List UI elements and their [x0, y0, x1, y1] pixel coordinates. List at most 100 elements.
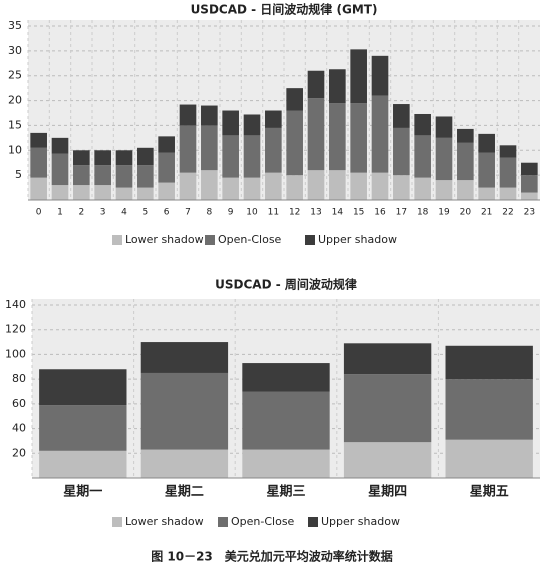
legend-swatch: [112, 235, 122, 245]
bar-segment: [414, 113, 431, 136]
chart-title: USDCAD - 日间波动规律 (GMT): [191, 2, 378, 17]
bar-segment: [94, 165, 111, 186]
bar-segment: [179, 104, 197, 126]
bar-segment: [329, 103, 346, 171]
legend-swatch: [305, 235, 315, 245]
bar-segment: [521, 162, 538, 176]
bar-segment: [286, 88, 303, 111]
bar-segment: [307, 70, 325, 99]
y-tick-label: 100: [5, 347, 26, 360]
bar-segment: [350, 103, 367, 173]
x-tick-label: 22: [502, 208, 513, 218]
bar-segment: [201, 125, 218, 171]
legend-label: Lower shadow: [125, 233, 204, 246]
bar-segment: [343, 374, 432, 443]
bar-segment: [73, 165, 90, 186]
x-tick-label: 1: [57, 208, 63, 218]
y-tick-label: 35: [8, 19, 22, 32]
bar-segment: [243, 177, 261, 200]
bar-segment: [499, 145, 517, 158]
x-tick-label: 17: [396, 208, 407, 218]
x-tick-label: 11: [268, 208, 279, 218]
bar-segment: [222, 110, 239, 136]
bar-segment: [51, 185, 69, 200]
bar-segment: [158, 136, 175, 153]
legend-label: Lower shadow: [125, 515, 204, 528]
bar-segment: [445, 345, 533, 380]
x-tick-label: 20: [460, 208, 472, 218]
legend-label: Open-Close: [231, 515, 295, 528]
bar-segment: [179, 125, 197, 173]
bar-segment: [521, 192, 538, 200]
bar-segment: [243, 135, 261, 178]
y-tick-label: 20: [12, 446, 26, 459]
legend-swatch: [112, 517, 122, 527]
bar-segment: [51, 153, 69, 186]
legend-label: Open-Close: [218, 233, 282, 246]
bar-segment: [242, 391, 330, 450]
bar-segment: [478, 187, 495, 200]
bar-segment: [51, 137, 69, 154]
x-tick-label: 21: [481, 208, 492, 218]
bar-segment: [30, 147, 47, 178]
legend-swatch: [218, 517, 228, 527]
bar-segment: [158, 152, 175, 183]
bar-segment: [242, 363, 330, 392]
y-tick-label: 25: [8, 69, 22, 82]
x-tick-label: 星期二: [165, 485, 204, 500]
bar-segment: [265, 110, 282, 128]
bar-segment: [39, 450, 127, 478]
bar-segment: [115, 187, 133, 200]
bar-segment: [478, 152, 495, 188]
x-tick-label: 13: [310, 208, 321, 218]
bar-segment: [94, 185, 111, 200]
bar-segment: [115, 165, 133, 188]
bar-segment: [137, 187, 154, 200]
bar-segment: [371, 95, 389, 173]
x-tick-label: 10: [246, 208, 258, 218]
bar-segment: [140, 342, 229, 373]
bar-segment: [329, 69, 346, 104]
chart-title: USDCAD - 周间波动规律: [215, 277, 357, 292]
bar-segment: [521, 175, 538, 193]
x-tick-label: 16: [374, 208, 386, 218]
bar-segment: [30, 177, 47, 200]
bar-segment: [350, 172, 367, 200]
bar-segment: [371, 172, 389, 200]
bar-segment: [115, 150, 133, 166]
bar-segment: [393, 175, 410, 200]
bar-segment: [457, 180, 474, 200]
x-tick-label: 12: [289, 208, 300, 218]
y-tick-label: 120: [5, 323, 26, 336]
bar-segment: [265, 127, 282, 173]
bar-segment: [243, 114, 261, 136]
x-tick-label: 4: [121, 208, 127, 218]
bar-segment: [158, 182, 175, 200]
legend-swatch: [308, 517, 318, 527]
x-tick-label: 0: [36, 208, 42, 218]
bar-segment: [329, 170, 346, 200]
x-tick-label: 8: [206, 208, 212, 218]
bar-segment: [39, 369, 127, 406]
y-tick-label: 60: [12, 397, 26, 410]
caption: 图 10－23 美元兑加元平均波动率统计数据: [151, 549, 393, 564]
bar-segment: [435, 180, 453, 200]
bar-segment: [30, 132, 47, 148]
bar-segment: [393, 104, 410, 128]
x-tick-label: 15: [353, 208, 364, 218]
x-tick-label: 星期五: [470, 485, 509, 500]
x-tick-label: 星期四: [368, 485, 407, 500]
bar-segment: [393, 127, 410, 176]
bar-segment: [307, 170, 325, 200]
y-tick-label: 30: [8, 44, 22, 57]
bar-segment: [73, 185, 90, 200]
bar-segment: [499, 187, 517, 200]
bar-segment: [140, 449, 229, 478]
bar-segment: [73, 150, 90, 166]
x-tick-label: 星期一: [63, 485, 102, 500]
bar-segment: [435, 116, 453, 138]
bar-segment: [137, 147, 154, 166]
bar-segment: [435, 137, 453, 181]
bar-segment: [94, 150, 111, 166]
